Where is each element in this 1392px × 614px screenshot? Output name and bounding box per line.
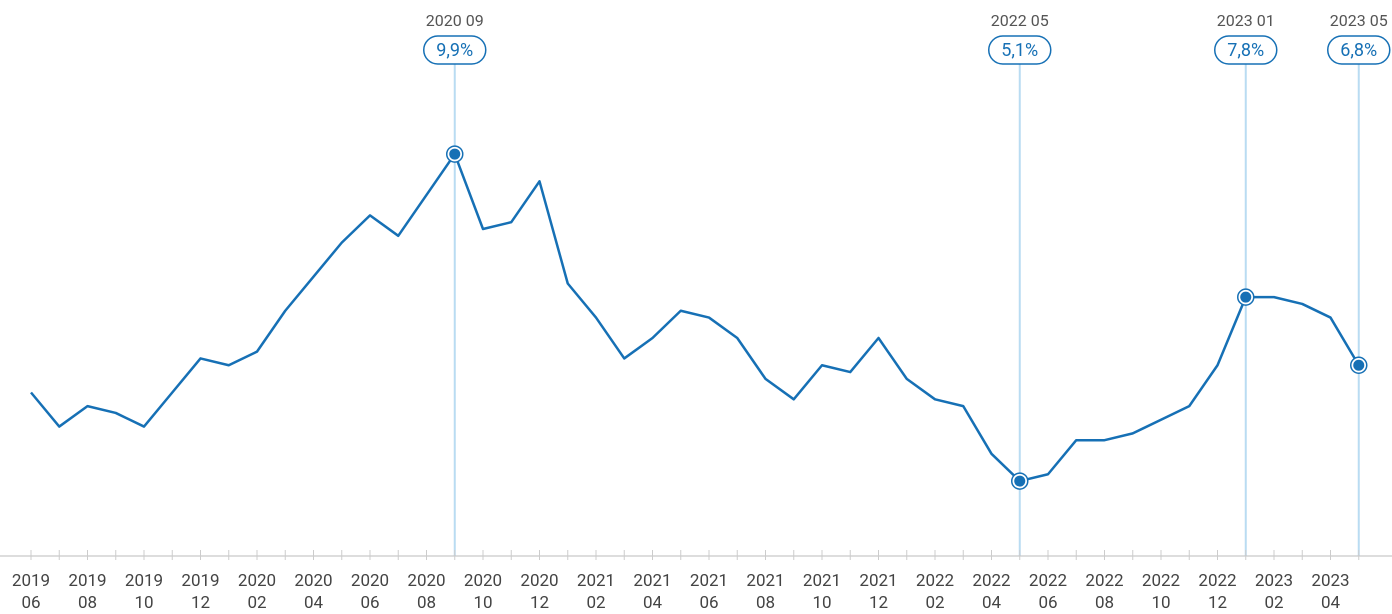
point (449, 148, 461, 160)
x-tick-label: 2022 06 (1029, 571, 1067, 613)
x-tick-label: 2020 10 (464, 571, 502, 613)
x-tick-label: 2021 02 (577, 571, 615, 613)
data-line (30, 152, 1360, 483)
value-pill (423, 35, 487, 65)
highlight-date: 2023 05 (1330, 11, 1388, 30)
value-pill (1327, 35, 1391, 65)
x-tick-label: 2023 04 (1311, 571, 1349, 613)
x-tick-label: 2020 12 (520, 571, 558, 613)
highlight-date: 2022 05 (991, 11, 1049, 30)
x-tick-label: 2019 08 (68, 571, 106, 613)
point (1353, 359, 1365, 371)
x-tick-label: 2022 10 (1142, 571, 1180, 613)
x-tick-label: 2020 08 (407, 571, 445, 613)
x-tick-label: 2023 02 (1255, 571, 1293, 613)
value-label: 7,8% (1227, 40, 1264, 61)
highlight-date: 2023 01 (1217, 11, 1275, 30)
x-tick-label: 2019 12 (181, 571, 219, 613)
value-label: 5,1% (1001, 40, 1038, 61)
x-tick-label: 2021 06 (690, 571, 728, 613)
x-tick-label: 2020 06 (351, 571, 389, 613)
x-tick-label: 2021 08 (746, 571, 784, 613)
x-tick-label: 2021 12 (859, 571, 897, 613)
value-pill (1214, 35, 1278, 65)
x-tick-label: 2021 04 (633, 571, 671, 613)
x-tick-label: 2022 02 (916, 571, 954, 613)
x-tick-label: 2019 10 (125, 571, 163, 613)
x-tick-label: 2020 04 (294, 571, 332, 613)
x-tick-label: 2021 10 (803, 571, 841, 613)
value-label: 6,8% (1340, 40, 1377, 61)
point (1014, 475, 1026, 487)
x-tick-label: 2020 02 (238, 571, 276, 613)
x-tick-label: 2022 08 (1085, 571, 1123, 613)
x-tick-label: 2019 06 (12, 571, 50, 613)
x-tick-label: 2022 04 (972, 571, 1010, 613)
value-pill (988, 35, 1052, 65)
x-tick-label: 2022 12 (1198, 571, 1236, 613)
value-label: 9,9% (436, 40, 473, 61)
point (1240, 291, 1252, 303)
highlight-date: 2020 09 (426, 11, 484, 30)
